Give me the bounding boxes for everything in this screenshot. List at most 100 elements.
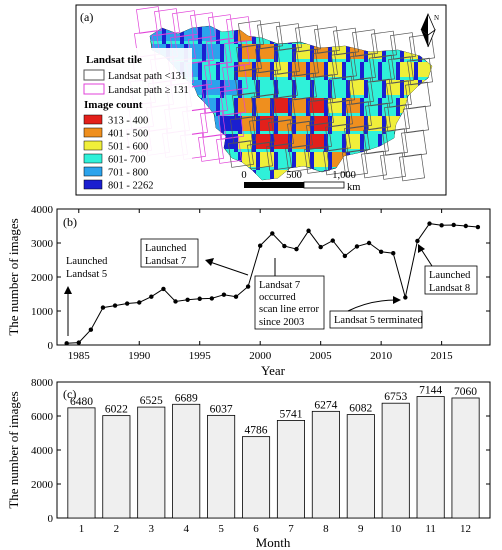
line-point [294,246,299,252]
landsat-tile-path-lt [327,99,353,128]
bar [242,436,271,519]
line-point [318,244,323,250]
bar-x-axis-label: Month [256,535,291,550]
image-count-cell [346,116,350,134]
landsat-tile-path-lt [272,71,298,99]
line-point [330,238,335,243]
image-count-cell [324,134,328,152]
line-axis-ticks: 1985 1990 1995 2000 2005 2010 2015 0 1000 2000 300… [31,204,490,362]
legend-class-swatch [83,166,103,177]
line-y-axis-label: The number of images [6,218,21,335]
landsat-tile-path-lt [314,26,340,54]
legend-path-ge: Landsat path ≥ 131 [108,85,189,96]
landsat-tile-path-lt [371,30,397,59]
image-count-cell [292,98,307,113]
landsat-tile-path-lt [369,54,395,83]
bar-value-label: 7144 [419,385,442,397]
image-count-cell [368,80,383,95]
image-count-cell [256,62,271,77]
x-tick-label: 7 [288,523,294,535]
line-point [161,286,166,292]
image-count-cell [270,98,274,116]
line-point [282,243,287,249]
y-tick-label: 2000 [31,272,54,284]
x-tick-label: 10 [390,523,402,535]
image-count-cell [202,44,206,62]
landsat-tile-path-lt [266,143,292,171]
landsat-tile-path-lt [232,92,258,120]
annotation-terminated-text: Landsat 5 terminated [334,315,423,326]
image-count-cell [220,116,224,134]
image-count-cell [260,44,275,59]
x-tick-label: 1990 [128,350,151,362]
image-count-cell [396,98,400,116]
image-count-cell [350,80,365,95]
annotation-landsat7-box [140,238,199,268]
x-tick-label: 2010 [370,350,393,362]
image-count-cell [314,44,329,59]
bar [346,414,375,519]
line-point [88,327,94,332]
line-point [463,223,469,229]
image-count-cell [206,44,221,59]
legend-classes: 313 - 400 401 - 500 501 - 600 601- 700 701 -… [83,114,154,192]
image-count-cell [328,62,343,77]
scale-bar-white [303,181,345,189]
image-count-cell [360,62,364,80]
landsat-tile-path-lt [253,69,279,98]
line-point [451,222,456,228]
line-point [100,305,106,310]
bar-value-label: 6082 [349,403,372,415]
bar-value-label: 6037 [210,403,233,415]
image-count-cell [364,44,368,62]
image-count-cell [216,62,220,80]
x-tick-label: 11 [425,523,436,535]
bar-value-label: 6274 [314,399,337,411]
panel-a-label: (a) [80,10,93,24]
image-count-cell [382,80,386,98]
landsat-tile-path-lt [291,72,317,101]
line-point [391,251,396,256]
image-count-cell [274,116,278,134]
image-count-cell [332,80,347,95]
annotation-landsat8-launch-line1: Launched [429,270,471,281]
annotation-slc-error: Landsat 7 occurred scan line error since… [254,258,325,330]
x-tick-label: 8 [323,523,329,535]
landsat-tile-path-lt [310,74,336,102]
legend-class-label: 401 - 500 [108,129,148,140]
scale-label-500: 500 [286,170,302,181]
bar [451,397,480,519]
y-tick-label: 0 [48,340,54,352]
image-count-cell [364,134,379,149]
landsat-tile-path-lt [331,51,357,80]
annotation-terminated-box [329,310,423,329]
x-tick-label: 6 [253,523,259,535]
landsat-tile-path-lt [236,44,262,72]
landsat-tile-path-lt [361,150,387,179]
bar-value-label: 6753 [384,391,407,403]
line-point [354,244,360,249]
image-count-cell [306,134,310,152]
image-count-cell [324,62,328,80]
landsat-tile-path-lt [333,27,359,56]
scale-label-1000: 1,000 [332,170,356,181]
image-count-cell [396,62,400,80]
landsat-tile-path-lt [382,128,408,156]
legend-path-lt: Landsat path <131 [108,71,186,82]
image-count-cell [252,134,256,152]
scale-bar-black [244,182,304,188]
annotation-terminated-arrow [347,299,397,312]
landsat-tile-path-ge [198,134,224,162]
legend-path-lt-swatch [83,69,105,81]
line-point [64,341,69,346]
y-tick-label: 2000 [31,479,54,491]
bar-value-label: 5741 [279,408,302,420]
landsat-tile-path-lt [365,102,391,131]
image-count-cell [252,98,256,116]
image-count-cell [238,116,242,134]
legend-class-label: 501 - 600 [108,142,148,153]
line-point [209,296,215,301]
annotation-slc-box [254,275,325,330]
line-chart: (b) 1985 1990 1995 2000 2005 2010 2015 0 1000 200… [6,204,491,378]
